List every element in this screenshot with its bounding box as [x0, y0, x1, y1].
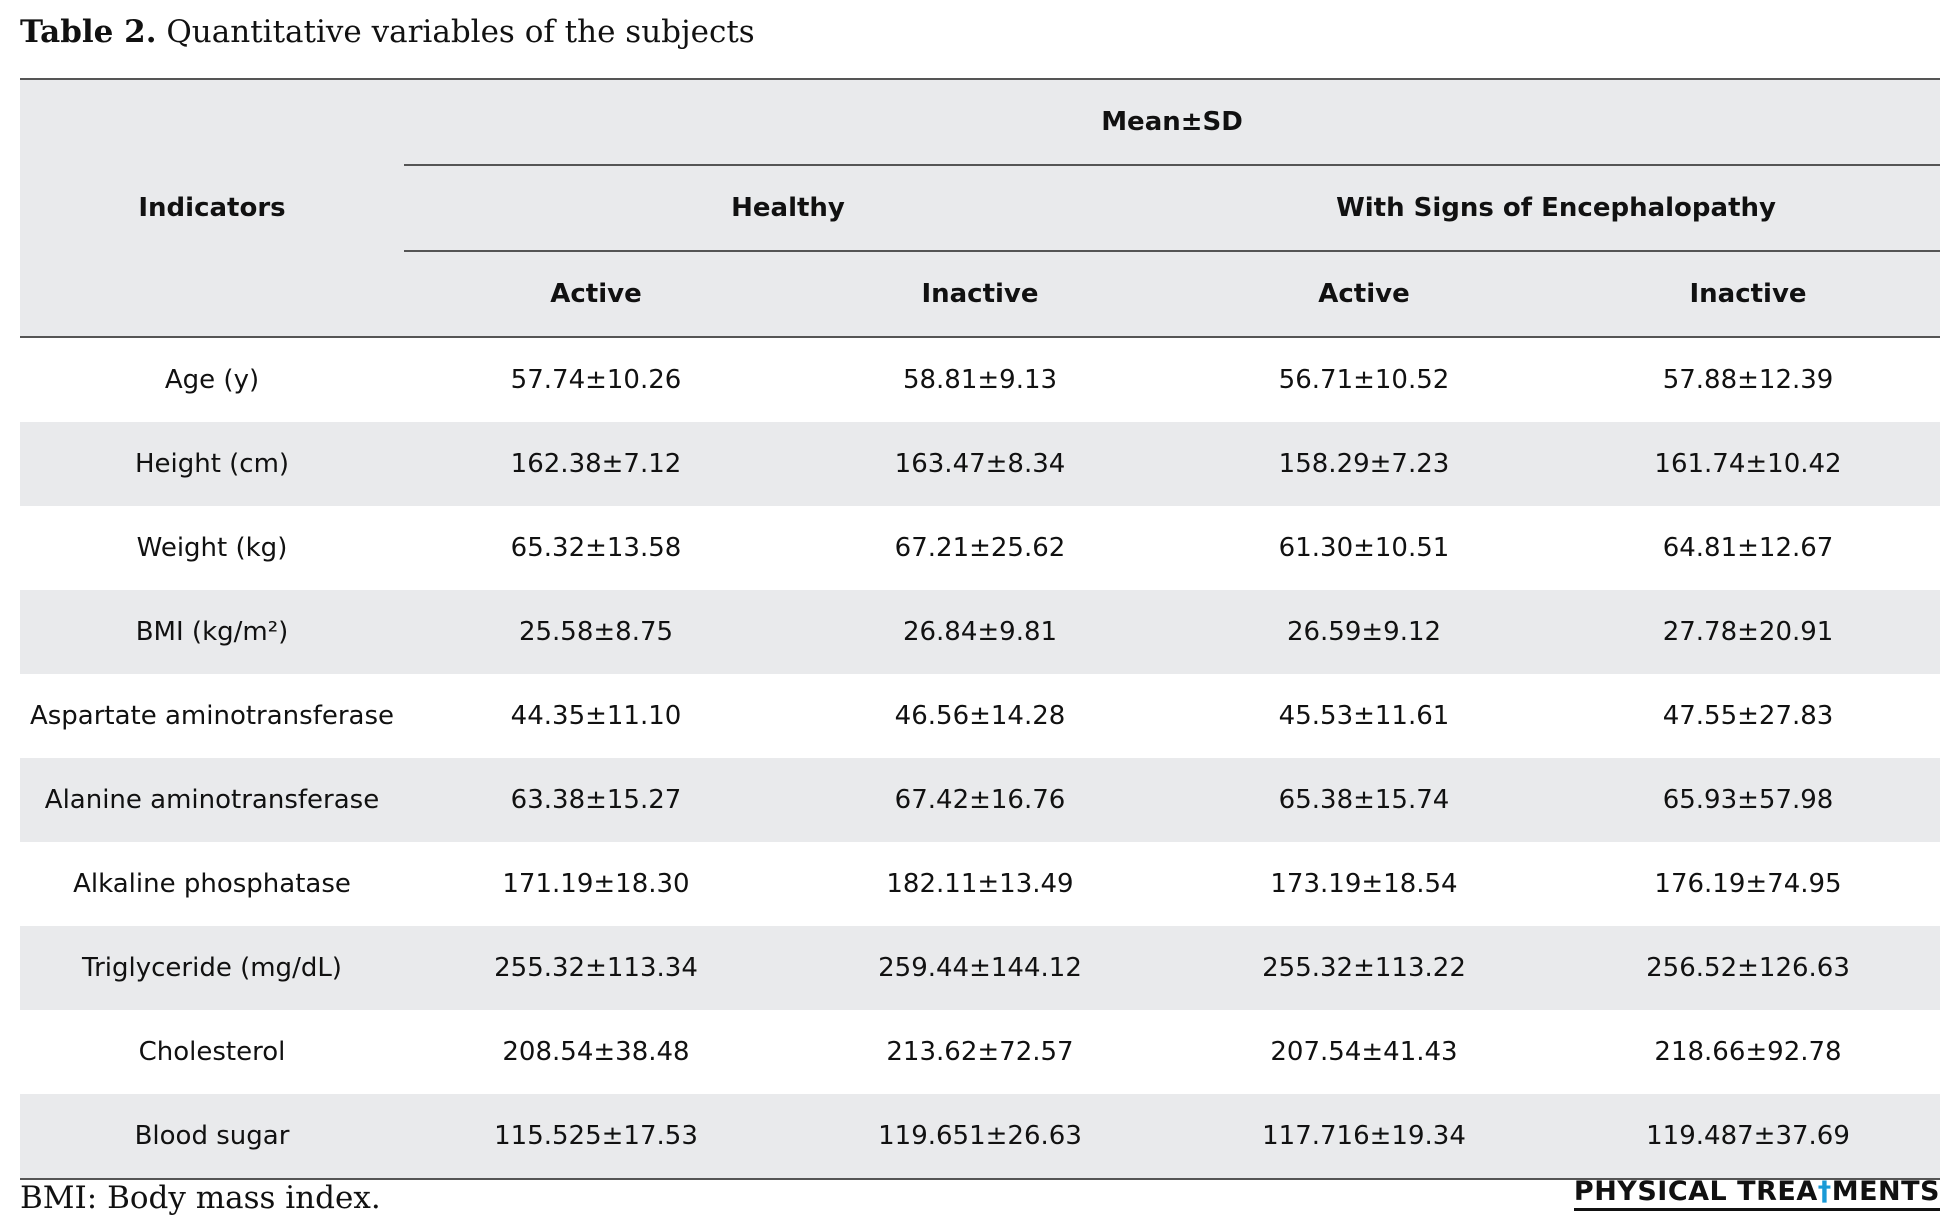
- logo-figure-icon: †: [1817, 1176, 1832, 1207]
- row-label: Triglyceride (mg/dL): [20, 926, 404, 1010]
- row-label: BMI (kg/m²): [20, 590, 404, 674]
- table-cell: 162.38±7.12: [404, 422, 788, 506]
- logo-text-start: PHYSICAL TREA: [1573, 1176, 1818, 1207]
- table-cell: 61.30±10.51: [1278, 533, 1450, 563]
- row-label: Cholesterol: [138, 1037, 286, 1067]
- table-header: Indicators Mean±SD Healthy With Signs of…: [20, 78, 1941, 338]
- table-caption-text: Quantitative variables of the subjects: [166, 14, 755, 50]
- table-cell: 218.66±92.78: [1654, 1037, 1842, 1067]
- table-row: Triglyceride (mg/dL) 255.32±113.34 259.4…: [20, 926, 1941, 1010]
- table-cell: 161.74±10.42: [1556, 422, 1941, 506]
- table-row: Alanine aminotransferase 63.38±15.27 67.…: [20, 758, 1941, 842]
- encephalopathy-header: With Signs of Encephalopathy: [1172, 165, 1941, 252]
- encephalopathy-inactive-header: Inactive: [1556, 251, 1941, 338]
- table-cell: 158.29±7.23: [1172, 422, 1556, 506]
- table-footnote: BMI: Body mass index.: [20, 1180, 381, 1216]
- indicators-header: Indicators: [20, 78, 404, 338]
- table-cell: 213.62±72.57: [886, 1037, 1074, 1067]
- table-row: Aspartate aminotransferase 44.35±11.10 4…: [20, 674, 1940, 758]
- table-cell: 255.32±113.34: [404, 926, 788, 1010]
- table-cell: 255.32±113.22: [1172, 926, 1556, 1010]
- row-label: Weight (kg): [136, 533, 288, 563]
- table-cell: 259.44±144.12: [788, 926, 1172, 1010]
- publisher-logo: PHYSICAL TREA†MENTS: [1573, 1176, 1940, 1211]
- row-label: Blood sugar: [20, 1094, 404, 1180]
- table-cell: 67.21±25.62: [894, 533, 1066, 563]
- healthy-header: Healthy: [404, 165, 1172, 252]
- table-row: Height (cm) 162.38±7.12 163.47±8.34 158.…: [20, 422, 1941, 506]
- table-cell: 25.58±8.75: [404, 590, 788, 674]
- table-cell: 171.19±18.30: [502, 869, 690, 899]
- table-cell: 256.52±126.63: [1556, 926, 1941, 1010]
- table-cell: 115.525±17.53: [404, 1094, 788, 1180]
- table-cell: 207.54±41.43: [1270, 1037, 1458, 1067]
- table-cell: 26.84±9.81: [788, 590, 1172, 674]
- table-caption: Table 2. Quantitative variables of the s…: [20, 14, 755, 50]
- row-label: Height (cm): [20, 422, 404, 506]
- table-cell: 67.42±16.76: [788, 758, 1172, 842]
- encephalopathy-active-header: Active: [1172, 251, 1556, 338]
- table-cell: 117.716±19.34: [1172, 1094, 1556, 1180]
- table-cell: 26.59±9.12: [1172, 590, 1556, 674]
- table-caption-label: Table 2.: [20, 14, 157, 50]
- table-row: Blood sugar 115.525±17.53 119.651±26.63 …: [20, 1094, 1941, 1180]
- table-cell: 47.55±27.83: [1662, 701, 1834, 731]
- table-cell: 176.19±74.95: [1654, 869, 1842, 899]
- table-cell: 119.651±26.63: [788, 1094, 1172, 1180]
- row-label: Age (y): [164, 365, 260, 395]
- table-row: BMI (kg/m²) 25.58±8.75 26.84±9.81 26.59±…: [20, 590, 1941, 674]
- table-cell: 65.38±15.74: [1172, 758, 1556, 842]
- table-row: Age (y) 57.74±10.26 58.81±9.13 56.71±10.…: [20, 337, 1940, 422]
- row-label: Alkaline phosphatase: [73, 869, 351, 899]
- table-row: Cholesterol 208.54±38.48 213.62±72.57 20…: [20, 1010, 1940, 1094]
- table-cell: 56.71±10.52: [1278, 365, 1450, 395]
- row-label: Alanine aminotransferase: [20, 758, 404, 842]
- healthy-inactive-header: Inactive: [788, 251, 1172, 338]
- table-cell: 65.93±57.98: [1556, 758, 1941, 842]
- table-cell: 64.81±12.67: [1662, 533, 1834, 563]
- table-cell: 63.38±15.27: [404, 758, 788, 842]
- table-cell: 57.88±12.39: [1662, 365, 1834, 395]
- table-cell: 46.56±14.28: [894, 701, 1066, 731]
- table-cell: 27.78±20.91: [1556, 590, 1941, 674]
- healthy-active-header: Active: [404, 251, 788, 338]
- table-row: Weight (kg) 65.32±13.58 67.21±25.62 61.3…: [20, 506, 1940, 590]
- logo-text-end: MENTS: [1831, 1176, 1940, 1207]
- table-cell: 119.487±37.69: [1556, 1094, 1941, 1180]
- data-table: Indicators Mean±SD Healthy With Signs of…: [20, 78, 1941, 1180]
- table-body: Age (y) 57.74±10.26 58.81±9.13 56.71±10.…: [20, 337, 1941, 1180]
- table-cell: 44.35±11.10: [510, 701, 682, 731]
- table-cell: 45.53±11.61: [1278, 701, 1450, 731]
- table-cell: 58.81±9.13: [902, 365, 1058, 395]
- table-row: Alkaline phosphatase 171.19±18.30 182.11…: [20, 842, 1940, 926]
- table-cell: 163.47±8.34: [788, 422, 1172, 506]
- table-cell: 182.11±13.49: [886, 869, 1074, 899]
- mean-sd-header: Mean±SD: [404, 78, 1941, 166]
- table-cell: 65.32±13.58: [510, 533, 682, 563]
- table-cell: 57.74±10.26: [510, 365, 682, 395]
- table-cell: 173.19±18.54: [1270, 869, 1458, 899]
- table-cell: 208.54±38.48: [502, 1037, 690, 1067]
- row-label: Aspartate aminotransferase: [29, 701, 395, 731]
